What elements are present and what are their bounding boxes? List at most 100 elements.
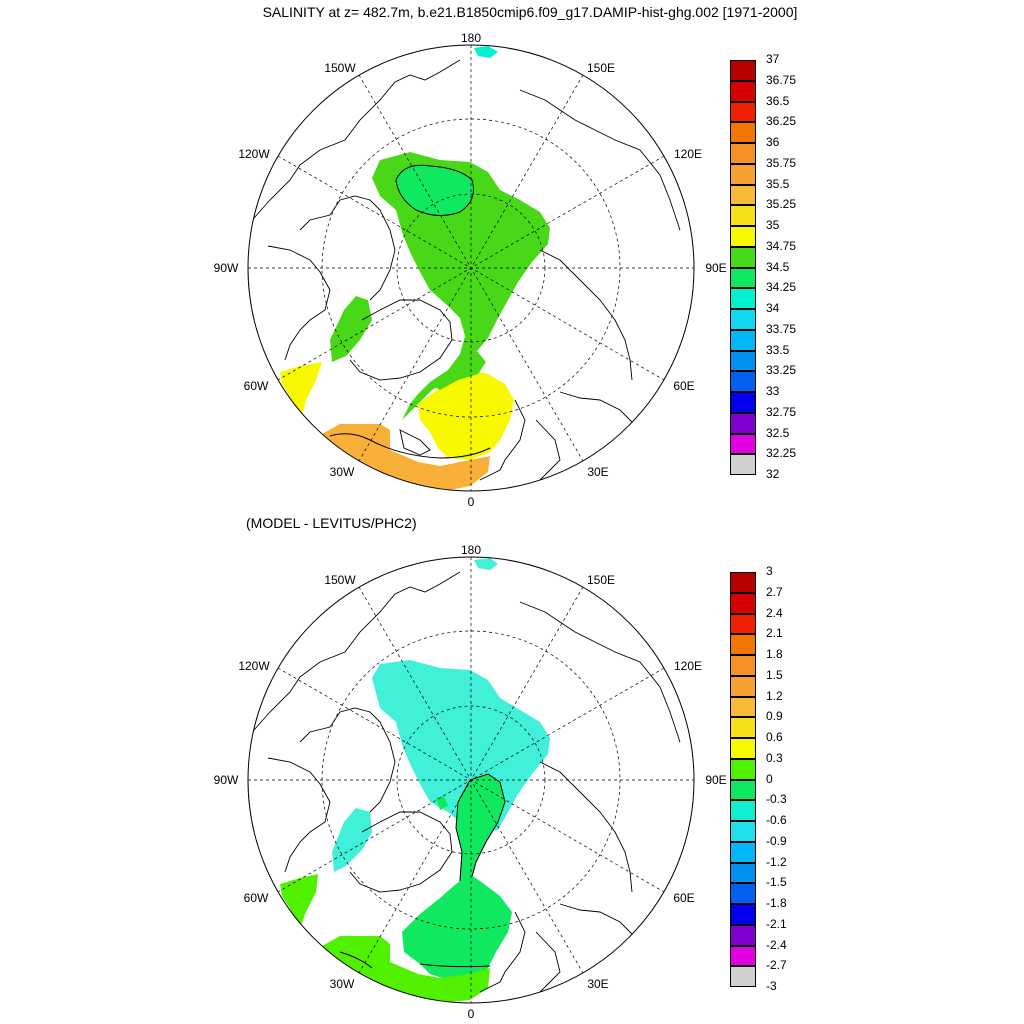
colorbar-swatch <box>730 945 756 967</box>
colorbar-swatch <box>730 592 756 614</box>
colorbar-swatch <box>730 205 756 226</box>
lon-label-150e: 150E <box>587 573 615 587</box>
difference-labrador-sea-region <box>280 874 318 928</box>
colorbar-label: 34.75 <box>766 238 797 253</box>
salinity-inner-green-strait <box>430 350 486 390</box>
colorbar-swatch <box>730 288 756 309</box>
colorbar-label: 33.5 <box>766 342 790 357</box>
colorbar-swatch <box>730 675 756 697</box>
lon-label-30e: 30E <box>587 977 608 991</box>
colorbar-swatch <box>730 412 756 434</box>
colorbar-label: 32.5 <box>766 425 790 440</box>
colorbar-swatch <box>730 143 756 164</box>
colorbar-swatch <box>730 634 756 655</box>
colorbar-swatch <box>730 924 756 946</box>
colorbar-swatch <box>730 738 756 759</box>
colorbar-label: 32 <box>766 467 780 481</box>
lon-label-60e: 60E <box>673 891 694 905</box>
colorbar-swatch <box>730 226 756 247</box>
lon-label-90w: 90W <box>214 261 239 275</box>
colorbar-label: -2.7 <box>766 958 787 973</box>
lon-label-90e: 90E <box>705 261 726 275</box>
salinity-atlantic-orange-band <box>322 424 490 490</box>
colorbar-label: -1.2 <box>766 854 787 869</box>
colorbar-label: 3 <box>766 564 773 578</box>
difference-baffin-bay-region <box>332 808 372 872</box>
colorbar-swatch <box>730 613 756 635</box>
colorbar-swatch <box>730 758 756 780</box>
colorbar-label: 33.75 <box>766 321 797 336</box>
colorbar-label: 2.7 <box>766 584 783 599</box>
lon-label-60w: 60W <box>244 891 269 905</box>
panel-2-title: (MODEL - LEVITUS/PHC2) <box>246 515 417 531</box>
salinity-coastlines <box>253 59 681 481</box>
colorbar-swatch <box>730 60 756 81</box>
lon-label-30e: 30E <box>587 465 608 479</box>
colorbar-label: 37 <box>766 52 780 66</box>
lon-label-30w: 30W <box>330 465 355 479</box>
colorbar-swatch <box>730 904 756 925</box>
lon-label-180: 180 <box>461 31 481 45</box>
difference-nordic-seas-region <box>402 874 512 980</box>
colorbar-swatch <box>730 717 756 738</box>
colorbar-label: 36 <box>766 135 780 149</box>
lon-label-90w: 90W <box>214 773 239 787</box>
colorbar-label: 36.75 <box>766 72 797 87</box>
colorbar-swatch <box>730 184 756 206</box>
lon-label-180: 180 <box>461 543 481 557</box>
colorbar-label: 36.5 <box>766 93 790 108</box>
colorbar-label: 1.2 <box>766 688 783 703</box>
colorbar-label: 1.5 <box>766 667 783 682</box>
salinity-bering-patch <box>474 46 498 58</box>
salinity-contour-line <box>329 433 491 459</box>
colorbar-label: 35.5 <box>766 176 790 191</box>
colorbar-swatch <box>730 779 756 801</box>
colorbar-swatch <box>730 80 756 102</box>
colorbar-label: 2.1 <box>766 626 783 641</box>
difference-bering-patch <box>474 558 498 570</box>
difference-central-green-region <box>455 773 506 904</box>
colorbar-label: 35.75 <box>766 155 797 170</box>
colorbar-swatch <box>730 800 756 821</box>
colorbar-swatch <box>730 821 756 842</box>
colorbar-swatch <box>730 433 756 455</box>
colorbar-label: -0.6 <box>766 813 787 827</box>
colorbar-label: -2.4 <box>766 937 787 952</box>
colorbar-swatch <box>730 392 756 413</box>
colorbar-label: 33.25 <box>766 363 797 378</box>
lon-label-150w: 150W <box>324 573 356 587</box>
colorbar-label: 36.25 <box>766 114 797 129</box>
colorbar-label: 34 <box>766 301 780 315</box>
colorbar-swatch <box>730 329 756 351</box>
difference-contour-line <box>339 951 491 969</box>
colorbar-swatch <box>730 655 756 676</box>
colorbar-label: 32.75 <box>766 404 797 419</box>
colorbar-swatch <box>730 309 756 330</box>
colorbar-swatch <box>730 696 756 718</box>
colorbar-label: -2.1 <box>766 916 787 931</box>
colorbar-label: 0 <box>766 771 773 786</box>
salinity-map-border <box>247 44 695 492</box>
colorbar-label: 33 <box>766 384 780 398</box>
salinity-arctic-basin-region <box>372 152 550 420</box>
lon-label-60w: 60W <box>244 379 269 393</box>
colorbar-label: 2.4 <box>766 605 783 620</box>
colorbar-label: 0.6 <box>766 730 783 744</box>
colorbar-swatch <box>730 454 756 475</box>
lon-label-0: 0 <box>468 495 475 509</box>
colorbar-label: 1.8 <box>766 647 783 661</box>
colorbar-swatch <box>730 267 756 289</box>
colorbar-label: 35 <box>766 218 780 232</box>
panel-1-title: SALINITY at z= 482.7m, b.e21.B1850cmip6.… <box>262 4 798 20</box>
lon-label-120e: 120E <box>674 147 702 161</box>
colorbar-label: 34.5 <box>766 259 790 274</box>
salinity-labrador-sea-region <box>280 362 322 416</box>
lon-label-90e: 90E <box>705 773 726 787</box>
colorbar-swatch <box>730 246 756 268</box>
colorbar-label: 32.25 <box>766 446 797 461</box>
colorbar-swatch <box>730 101 756 123</box>
colorbar-label: -0.3 <box>766 792 787 807</box>
colorbar-swatch <box>730 841 756 863</box>
lon-label-60e: 60E <box>673 379 694 393</box>
salinity-canada-basin-core <box>395 164 474 216</box>
